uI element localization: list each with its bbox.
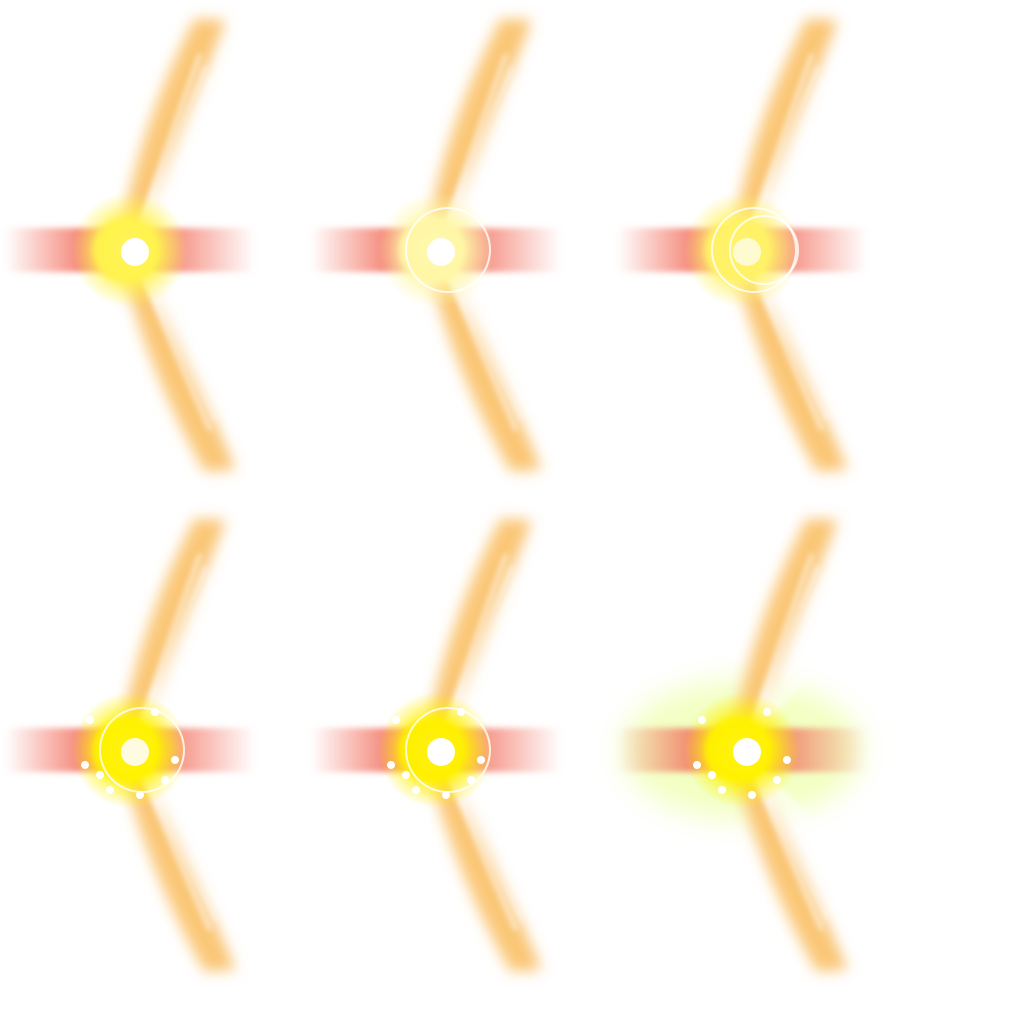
flare-frame-3 (617, 17, 867, 473)
flare-core (121, 238, 149, 266)
sparkle-7 (693, 761, 701, 769)
flare-frame-2 (311, 17, 561, 473)
sparkle-4 (763, 708, 771, 716)
flare-core (427, 238, 455, 266)
sparkle-3 (718, 786, 726, 794)
sparkle-2 (402, 771, 410, 779)
sparkle-6 (171, 756, 179, 764)
flare-frame-4 (5, 517, 255, 973)
flare-frame-5 (311, 517, 561, 973)
flare-ring (711, 207, 797, 293)
sparkle-3 (106, 786, 114, 794)
sparkle-7 (387, 761, 395, 769)
sparkle-2 (708, 771, 716, 779)
sparkle-8 (748, 791, 756, 799)
flare-core (427, 738, 455, 766)
sparkle-6 (783, 756, 791, 764)
sparkle-4 (457, 708, 465, 716)
sparkle-1 (86, 716, 94, 724)
sparkle-2 (96, 771, 104, 779)
sparkle-5 (161, 776, 169, 784)
sparkle-8 (442, 791, 450, 799)
flare-core (733, 238, 761, 266)
sparkle-8 (136, 791, 144, 799)
sparkle-3 (412, 786, 420, 794)
sparkle-5 (467, 776, 475, 784)
sparkle-7 (81, 761, 89, 769)
flare-core (733, 738, 761, 766)
flare-frame-6 (617, 517, 867, 973)
sparkle-5 (773, 776, 781, 784)
sparkle-1 (392, 716, 400, 724)
flare-ring (405, 207, 491, 293)
sparkle-1 (698, 716, 706, 724)
flare-ring-inner (729, 215, 799, 285)
flare-core (121, 738, 149, 766)
flare-frame-1 (5, 17, 255, 473)
sparkle-6 (477, 756, 485, 764)
sparkle-4 (151, 708, 159, 716)
